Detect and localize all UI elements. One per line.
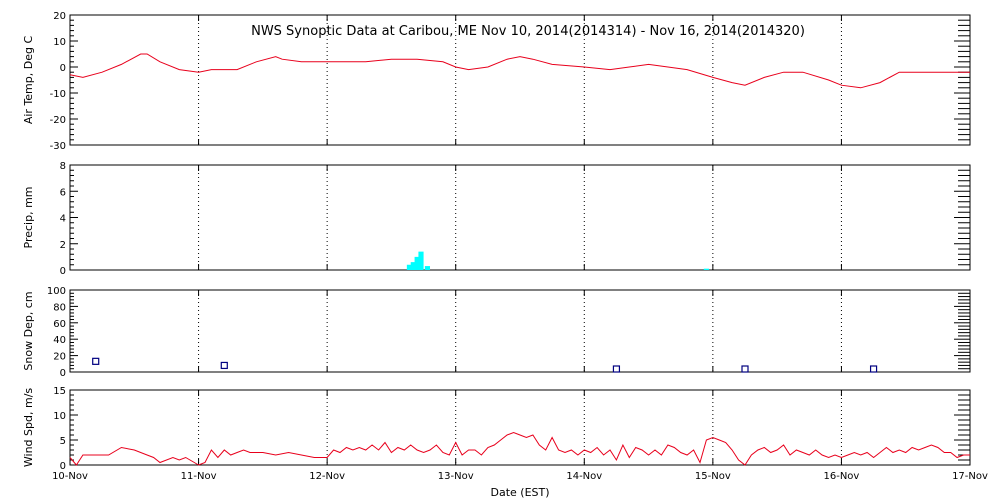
snow-depth-point [92,357,100,365]
snow-depth-point [612,365,621,373]
x-tick-label: 12-Nov [309,471,345,482]
y-tick-label: 5 [60,436,66,447]
y-tick-label: 6 [60,187,66,198]
y-axis-title: Snow Dep, cm [22,291,35,370]
y-tick-label: 60 [53,319,66,330]
precip-bar [418,251,424,270]
x-tick-label: 14-Nov [566,471,602,482]
y-tick-label: 0 [60,266,66,277]
y-tick-label: 40 [53,335,66,346]
precip-bar [414,256,420,270]
y-tick-label: 10 [53,37,66,48]
y-tick-label: -20 [50,115,66,126]
y-tick-label: 20 [53,11,66,22]
series-line-air-temp [69,53,970,89]
y-axis-title: Precip, mm [22,187,35,249]
x-tick-label: 16-Nov [823,471,859,482]
snow-depth-point [741,365,749,373]
y-tick-label: 10 [53,411,66,422]
panel-precip: 0 2 4 6 8 Precip, mm [22,161,971,277]
y-axis-title: Air Temp, Deg C [22,36,35,125]
x-tick-label: 11-Nov [181,471,217,482]
series-line-wind-speed [69,431,970,466]
precip-bar [703,268,709,270]
panel-air-temp: -30 -20 -10 0 10 20 Air Temp, Deg C [22,11,971,152]
y-tick-label: 0 [60,63,66,74]
y-tick-label: -30 [50,141,66,152]
y-tick-label: 0 [60,368,66,379]
panel-frame [69,14,971,146]
y-axis-title: Wind Spd, m/s [22,388,35,468]
y-tick-label: 80 [53,302,66,313]
x-tick-label: 13-Nov [438,471,474,482]
precip-bar [410,262,416,270]
snow-depth-point [869,365,878,373]
y-tick-label: 0 [60,461,66,472]
y-tick-label: -10 [50,89,66,100]
y-tick-label: 20 [53,352,66,363]
y-tick-label: 100 [47,286,66,297]
panel-frame [69,389,971,466]
x-tick-label: 15-Nov [695,471,731,482]
y-tick-label: 2 [60,240,66,251]
precip-bar [406,264,412,270]
snow-depth-point [220,361,228,370]
panel-wind-speed: 0 5 10 15 Wind Spd, m/s 10-Nov 11-Nov 12-Nov 13-… [22,386,988,482]
x-tick-label: 17-Nov [952,471,988,482]
y-tick-label: 15 [53,386,66,397]
y-tick-label: 8 [60,161,66,172]
x-tick-label: 10-Nov [52,471,88,482]
chart-title: NWS Synoptic Data at Caribou, ME Nov 10,… [251,24,805,39]
panel-snow-depth: 0 20 40 60 80 100 Snow Dep, cm [22,286,971,379]
panel-frame [69,289,971,373]
panels: -30 -20 -10 0 10 20 Air Temp, Deg C 0 2 4 6 8 Precip… [22,11,988,482]
y-tick-label: 4 [60,214,66,225]
panel-frame [69,164,971,271]
x-axis-title: Date (EST) [490,486,549,499]
precip-bar [424,266,430,270]
